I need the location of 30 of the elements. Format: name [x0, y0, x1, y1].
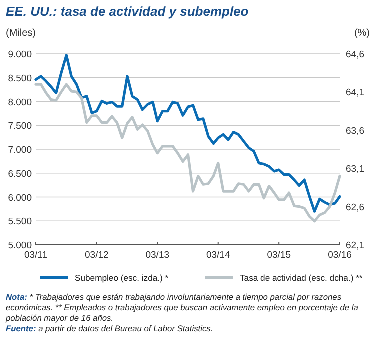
- y2-tick-label: 63,6: [346, 126, 364, 137]
- y2-tick-label: 64,6: [346, 50, 364, 60]
- legend-label: Subempleo (esc. izda.) *: [75, 273, 170, 283]
- y-tick-label: 5.500: [8, 216, 32, 228]
- x-tick-label: 03/16: [328, 250, 352, 261]
- x-tick-label: 03/15: [267, 250, 291, 261]
- x-tick-label: 03/14: [206, 250, 230, 261]
- y2-tick-label: 63,1: [346, 164, 364, 176]
- y-tick-label: 7.000: [8, 145, 32, 156]
- y-tick-label: 6.000: [8, 192, 32, 204]
- x-tick-label: 03/13: [146, 250, 170, 261]
- chart-title: EE. UU.: tasa de actividad y subempleo: [6, 4, 249, 19]
- legend-label: Tasa de actividad (esc. dcha.) **: [240, 273, 364, 283]
- y-tick-label: 9.000: [8, 50, 32, 60]
- x-tick-label: 03/12: [85, 250, 109, 261]
- y-tick-label: 8.000: [8, 97, 32, 108]
- y-tick-label: 7.500: [8, 121, 32, 132]
- y2-tick-label: 62,1: [346, 240, 364, 252]
- line-series: [34, 54, 342, 213]
- y-tick-label: 5.000: [8, 240, 32, 252]
- line-series: [34, 83, 342, 223]
- text: Nota: * Trabajadores que están trabajando involuntariamente a tiempo parcial por razones económicas. ** Empleados o trabajadores que buscan activamente empleo en porcentaje de la población mayor de 16 años.: [5, 292, 359, 323]
- y2-tick-label: 62,6: [346, 202, 364, 214]
- x-tick-label: 03/11: [24, 250, 48, 261]
- y2-tick-label: 64,1: [346, 88, 364, 99]
- y-tick-label: 8.500: [8, 73, 32, 84]
- y-tick-label: 6.500: [8, 168, 32, 180]
- y2-axis-title: (%): [354, 28, 370, 39]
- y-axis-title: (Miles): [6, 28, 36, 39]
- source-note: Fuente: a partir de datos del Bureau of Labor Statistics.: [6, 324, 214, 334]
